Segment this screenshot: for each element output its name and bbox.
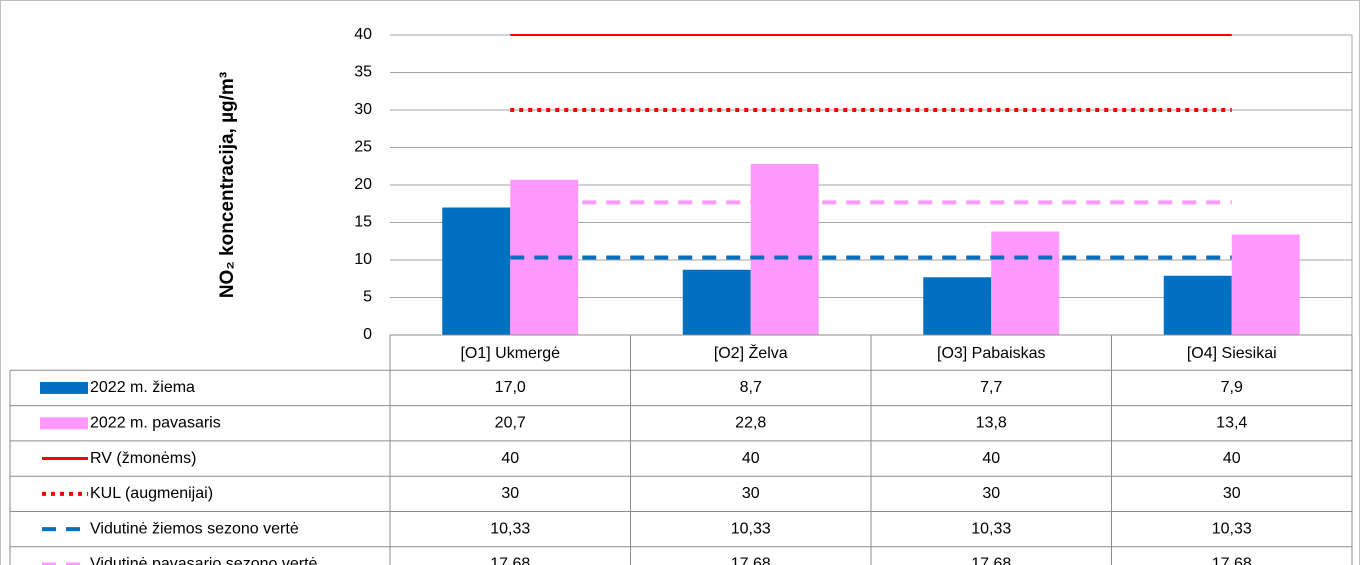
data-label: 40 — [742, 450, 760, 467]
y-tick-label: 20 — [354, 176, 372, 193]
y-tick-label: 35 — [354, 64, 372, 81]
bar — [923, 277, 992, 335]
data-label: 10,33 — [490, 520, 530, 537]
data-label: 7,7 — [980, 379, 1002, 396]
data-label: 30 — [982, 485, 1000, 502]
y-tick-label: 30 — [354, 101, 372, 118]
data-label: 17,68 — [971, 556, 1011, 565]
y-tick-label: 10 — [354, 251, 372, 268]
data-label: 20,7 — [495, 414, 526, 431]
bar — [750, 164, 819, 335]
legend-key — [40, 417, 88, 430]
data-label: 10,33 — [731, 520, 771, 537]
data-label: 10,33 — [971, 520, 1011, 537]
x-tick-label: [O3] Pabaiskas — [937, 345, 1046, 362]
data-label: 13,4 — [1216, 414, 1247, 431]
x-tick-label: [O4] Siesikai — [1187, 345, 1277, 362]
bar — [1163, 275, 1232, 335]
data-label: 17,0 — [495, 379, 526, 396]
data-label: 17,68 — [490, 556, 530, 565]
bar — [1231, 234, 1300, 335]
data-label: 40 — [1223, 450, 1241, 467]
data-label: 30 — [1223, 485, 1241, 502]
y-tick-label: 40 — [354, 26, 372, 43]
data-label: 30 — [501, 485, 519, 502]
data-label: 40 — [982, 450, 1000, 467]
data-label: 7,9 — [1221, 379, 1243, 396]
data-label: 22,8 — [735, 414, 766, 431]
y-tick-label: 25 — [354, 139, 372, 156]
x-tick-label: [O2] Želva — [714, 343, 788, 362]
legend-label: 2022 m. žiema — [90, 379, 195, 396]
legend-label: Vidutinė pavasario sezono vertė — [90, 556, 318, 565]
bar — [991, 231, 1060, 335]
legend-label: RV (žmonėms) — [90, 450, 196, 467]
data-label: 17,68 — [731, 556, 771, 565]
data-label: 40 — [501, 450, 519, 467]
legend-label: Vidutinė žiemos sezono vertė — [90, 520, 299, 537]
y-axis-title: NO₂ koncentracija, µg/m³ — [217, 72, 238, 298]
data-label: 30 — [742, 485, 760, 502]
data-label: 17,68 — [1212, 556, 1252, 565]
x-tick-label: [O1] Ukmergė — [460, 345, 560, 362]
y-tick-label: 15 — [354, 214, 372, 231]
legend-key — [40, 381, 88, 394]
data-label: 8,7 — [740, 379, 762, 396]
data-label: 13,8 — [976, 414, 1007, 431]
data-label: 10,33 — [1212, 520, 1252, 537]
y-tick-label: 0 — [363, 326, 372, 343]
y-tick-label: 5 — [363, 289, 372, 306]
bar — [442, 207, 511, 335]
bar — [682, 269, 751, 335]
legend-label: KUL (augmenijai) — [90, 485, 213, 502]
legend-label: 2022 m. pavasaris — [90, 414, 221, 431]
